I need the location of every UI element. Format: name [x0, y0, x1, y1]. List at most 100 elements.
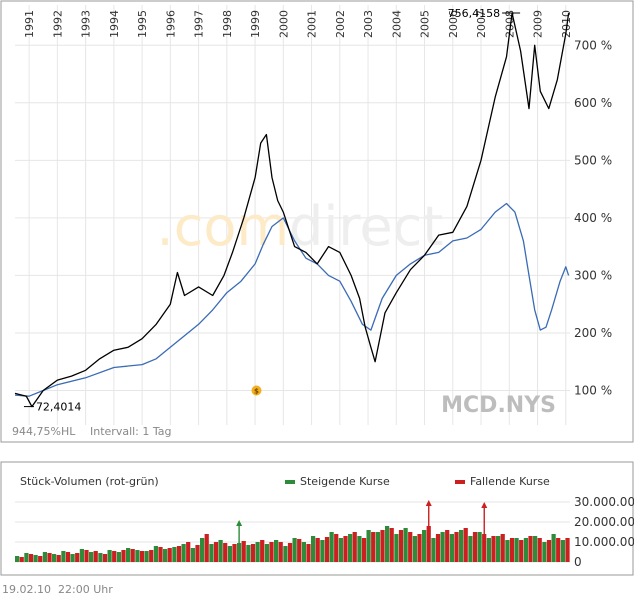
legend-rising-label: Steigende Kurse — [300, 475, 390, 488]
x-tick-label: 2006 — [447, 10, 460, 38]
volume-bar-rising — [468, 536, 473, 562]
change-hl-label: 944,75%HL — [12, 425, 76, 438]
volume-bar-rising — [431, 538, 436, 562]
x-tick-label: 1995 — [136, 10, 149, 38]
y-tick-label: 200 % — [574, 326, 612, 340]
y-tick-label: 300 % — [574, 268, 612, 282]
volume-bar-rising — [181, 544, 186, 562]
volume-bar-falling — [556, 538, 561, 562]
x-tick-label: 2003 — [362, 10, 375, 38]
symbol-title: MCD.NYS — [441, 393, 556, 418]
legend-swatch-falling — [455, 480, 465, 484]
volume-bars — [15, 500, 570, 562]
volume-bar-falling — [158, 547, 163, 562]
volume-bar-rising — [61, 551, 66, 562]
interval-label: Intervall: 1 Tag — [90, 425, 172, 438]
volume-bar-rising — [218, 540, 223, 562]
volume-bar-rising — [394, 534, 399, 562]
watermark-rest: direct — [289, 195, 443, 258]
x-tick-label: 1994 — [108, 10, 121, 38]
volume-bar-rising — [366, 530, 371, 562]
volume-bar-rising — [357, 536, 362, 562]
volume-bar-falling — [149, 550, 154, 562]
volume-bar-rising — [98, 553, 103, 562]
volume-bar-falling — [361, 538, 367, 562]
volume-bar-rising — [89, 552, 94, 562]
volume-bar-falling — [139, 551, 145, 562]
x-tick-label: 1992 — [51, 10, 64, 38]
volume-bar-rising — [348, 534, 353, 562]
volume-bar-falling — [250, 544, 256, 562]
volume-bar-falling — [269, 542, 274, 562]
volume-bar-rising — [403, 528, 408, 562]
volume-spike-arrow — [481, 502, 488, 508]
volume-bar-rising — [264, 544, 270, 562]
y-tick-label: 600 % — [574, 96, 612, 110]
volume-bar-rising — [329, 532, 334, 562]
volume-bar-rising — [459, 530, 464, 562]
y-axis-labels: 100 % 200 % 300 % 400 % 500 % 600 % 700 % — [574, 38, 612, 397]
volume-bar-rising — [449, 534, 455, 562]
volume-bar-falling — [47, 553, 52, 562]
volume-bar-rising — [412, 536, 418, 562]
volume-bar-falling — [546, 540, 552, 562]
volume-bar-falling — [472, 532, 478, 562]
volume-bar-falling — [241, 541, 246, 562]
dividend-icon — [251, 385, 262, 396]
footer-time: 22:00 Uhr — [58, 583, 113, 596]
x-tick-label: 2007 — [475, 10, 488, 38]
volume-y-labels: 0 10.000.000 20.000.000 30.000.000 — [574, 495, 634, 569]
volume-bar-falling — [65, 552, 71, 562]
watermark: .comdirect — [157, 195, 444, 258]
price-annotations: 756,4158 72,4014 $ — [23, 7, 521, 414]
volume-bar-falling — [565, 538, 570, 562]
x-tick-label: 1993 — [80, 10, 93, 38]
x-tick-label: 2004 — [390, 10, 403, 38]
volume-bar-rising — [283, 546, 288, 562]
volume-bar-falling — [491, 536, 496, 562]
volume-bar-falling — [352, 532, 357, 562]
volume-bar-falling — [463, 528, 468, 562]
volume-bar-falling — [167, 548, 172, 562]
volume-bar-rising — [200, 538, 205, 562]
volume-bar-rising — [523, 538, 529, 562]
x-axis-labels: 1991 1992 1993 1994 1995 1996 1997 1998 1999 2000… — [23, 10, 573, 38]
volume-bar-falling — [204, 534, 209, 562]
volume-bar-rising — [274, 540, 279, 562]
volume-bar-falling — [408, 532, 413, 562]
price-panel — [0, 0, 634, 443]
volume-bar-rising — [24, 553, 29, 562]
volume-bar-rising — [385, 526, 390, 562]
volume-bar-falling — [435, 534, 441, 562]
volume-bar-falling — [75, 553, 80, 562]
watermark-dot: .com — [157, 195, 290, 258]
price-lines — [14, 12, 570, 408]
volume-bar-falling — [380, 530, 385, 562]
volume-bar-rising — [422, 530, 427, 562]
volume-bar-falling — [306, 544, 311, 562]
volume-tick-label: 10.000.000 — [574, 535, 634, 549]
volume-bar-rising — [209, 544, 214, 562]
volume-bar-falling — [19, 557, 24, 562]
volume-tick-label: 30.000.000 — [574, 495, 634, 509]
volume-bar-falling — [334, 534, 339, 562]
volume-bar-rising — [70, 554, 75, 562]
x-tick-label: 2000 — [277, 10, 290, 38]
y-tick-label: 700 % — [574, 38, 612, 52]
volume-spike-arrow — [236, 520, 243, 526]
volume-bar-falling — [537, 538, 542, 562]
volume-bar-rising — [375, 532, 381, 562]
volume-bar-falling — [102, 554, 108, 562]
volume-bar-rising — [551, 534, 556, 562]
volume-bar-rising — [190, 548, 196, 562]
x-tick-label: 2010 — [560, 10, 573, 38]
volume-tick-label: 20.000.000 — [574, 515, 634, 529]
x-tick-label: 1999 — [249, 10, 262, 38]
volume-bar-falling — [232, 544, 237, 562]
x-tick-label: 2009 — [532, 10, 545, 38]
x-tick-label: 1997 — [193, 10, 206, 38]
footer-date: 19.02.10 — [2, 583, 51, 596]
volume-bar-falling — [28, 554, 34, 562]
volume-bar-rising — [52, 554, 57, 562]
